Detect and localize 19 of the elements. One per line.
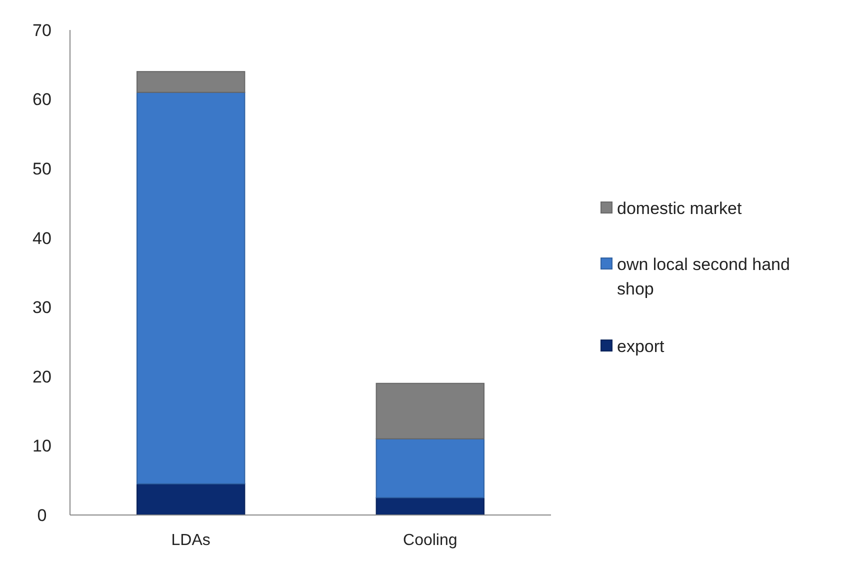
legend-label: own local second hand shop — [617, 254, 790, 299]
y-tick-label: 0 — [37, 506, 47, 525]
y-tick-label: 30 — [32, 298, 52, 318]
y-tick-label: 40 — [32, 228, 52, 248]
bar — [136, 71, 246, 93]
bar — [136, 92, 246, 484]
y-tick-label: 10 — [32, 436, 52, 456]
x-tick-label: LDAs — [171, 532, 210, 549]
y-tick-label: 20 — [32, 367, 52, 386]
bar — [376, 382, 484, 440]
y-tick-label: 60 — [32, 90, 52, 110]
bar — [376, 497, 484, 516]
legend-label: domestic market — [617, 198, 742, 218]
y-tick-label: 50 — [32, 160, 52, 179]
bar — [376, 438, 484, 498]
legend-label: export — [617, 336, 665, 356]
x-tick-label: Cooling — [403, 532, 458, 549]
bar — [136, 483, 246, 516]
y-tick-label: 70 — [32, 20, 52, 40]
